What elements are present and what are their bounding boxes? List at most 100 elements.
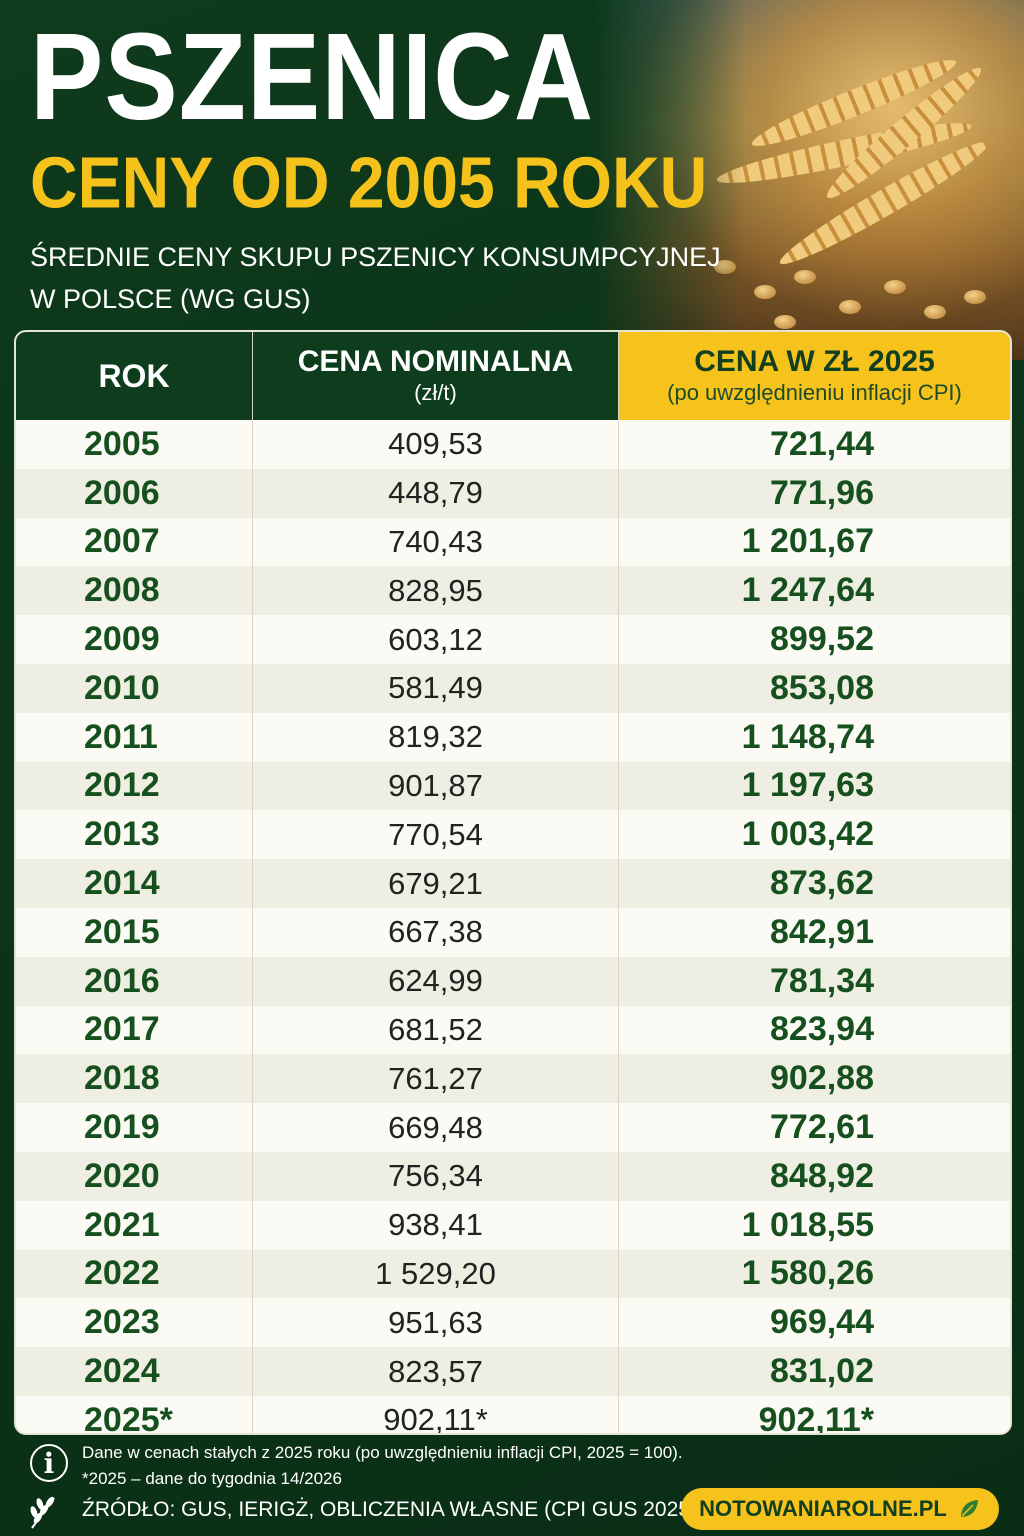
column-header-real-note: (po uwzględnieniu inflacji CPI) (667, 380, 962, 405)
nominal-price-cell: 819,32 (388, 719, 483, 755)
real-price-cell: 831,02 (770, 1352, 874, 1391)
year-cell: 2015 (84, 912, 160, 951)
year-cell: 2005 (84, 424, 160, 463)
table-row: 2020 756,34 848,92 (16, 1151, 1010, 1201)
column-divider (252, 332, 253, 1433)
year-cell: 2019 (84, 1108, 160, 1147)
wheat-photo (594, 0, 1024, 360)
year-cell: 2012 (84, 766, 160, 805)
nominal-price-cell: 951,63 (388, 1304, 483, 1340)
table-row: 2014 679,21 873,62 (16, 859, 1010, 908)
real-price-cell: 721,44 (770, 424, 874, 463)
real-price-cell: 1 580,26 (741, 1254, 874, 1293)
nominal-price-cell: 448,79 (388, 475, 483, 511)
column-header-nominal-unit: (zł/t) (414, 380, 457, 405)
footnote-line-1: Dane w cenach stałych z 2025 roku (po uw… (82, 1443, 683, 1462)
nominal-price-cell: 669,48 (388, 1109, 483, 1145)
table-row: 2016 624,99 781,34 (16, 956, 1010, 1006)
table-row: 2022 1 529,20 1 580,26 (16, 1249, 1010, 1299)
table-row: 2008 828,95 1 247,64 (16, 566, 1010, 616)
column-header-nominal-label: CENA NOMINALNA (297, 345, 574, 378)
real-price-cell: 1 197,63 (741, 766, 874, 805)
table-header: ROK CENA NOMINALNA (zł/t) CENA W ZŁ 2025… (16, 332, 1010, 420)
real-price-cell: 1 201,67 (741, 522, 874, 561)
description-line-2: W POLSCE (WG GUS) (30, 284, 311, 314)
table-row: 2018 761,27 902,88 (16, 1054, 1010, 1104)
real-price-cell: 1 003,42 (741, 815, 874, 854)
nominal-price-cell: 901,87 (388, 767, 483, 803)
table-row: 2007 740,43 1 201,67 (16, 517, 1010, 567)
real-price-cell: 853,08 (770, 668, 874, 707)
real-price-cell: 781,34 (770, 961, 874, 1000)
nominal-price-cell: 823,57 (388, 1353, 483, 1389)
footnote-line-2: *2025 – dane do tygodnia 14/2026 (82, 1469, 342, 1488)
year-cell: 2016 (84, 961, 160, 1000)
year-cell: 2011 (84, 717, 158, 756)
real-price-cell: 902,11* (758, 1400, 874, 1435)
footnote: Dane w cenach stałych z 2025 roku (po uw… (82, 1440, 683, 1492)
year-cell: 2009 (84, 620, 160, 659)
table-row: 2015 667,38 842,91 (16, 907, 1010, 957)
description: ŚREDNIE CENY SKUPU PSZENICY KONSUMPCYJNE… (30, 236, 721, 320)
nominal-price-cell: 679,21 (388, 865, 483, 901)
table-row: 2009 603,12 899,52 (16, 615, 1010, 664)
table-row: 2006 448,79 771,96 (16, 468, 1010, 518)
price-table: ROK CENA NOMINALNA (zł/t) CENA W ZŁ 2025… (14, 330, 1012, 1435)
nominal-price-cell: 681,52 (388, 1011, 483, 1047)
source-text: ŹRÓDŁO: GUS, IERIGŻ, OBLICZENIA WŁASNE (… (82, 1498, 697, 1521)
page-subtitle: CENY OD 2005 ROKU (30, 141, 708, 223)
nominal-price-cell: 770,54 (388, 816, 483, 852)
nominal-price-cell: 828,95 (388, 572, 483, 608)
real-price-cell: 873,62 (770, 864, 874, 903)
column-header-nominal: CENA NOMINALNA (zł/t) (253, 332, 618, 420)
column-header-year: ROK (16, 332, 252, 420)
table-row: 2021 938,41 1 018,55 (16, 1200, 1010, 1250)
page-title: PSZENICA (30, 8, 595, 146)
nominal-price-cell: 938,41 (388, 1207, 483, 1243)
real-price-cell: 902,88 (770, 1059, 874, 1098)
nominal-price-cell: 902,11* (383, 1402, 488, 1435)
website-badge[interactable]: NOTOWANIAROLNE.PL (681, 1488, 999, 1530)
table-row: 2017 681,52 823,94 (16, 1005, 1010, 1055)
year-cell: 2017 (84, 1010, 160, 1049)
year-cell: 2010 (84, 668, 160, 707)
real-price-cell: 1 247,64 (741, 571, 874, 610)
real-price-cell: 848,92 (770, 1156, 874, 1195)
wheat-icon (30, 1496, 55, 1529)
nominal-price-cell: 667,38 (388, 914, 483, 950)
year-cell: 2024 (84, 1352, 160, 1391)
real-price-cell: 969,44 (770, 1303, 874, 1342)
table-row: 2025* 902,11* 902,11* (16, 1395, 1010, 1435)
year-cell: 2022 (84, 1254, 160, 1293)
nominal-price-cell: 1 529,20 (375, 1255, 496, 1291)
table-row: 2019 669,48 772,61 (16, 1103, 1010, 1152)
table-row: 2012 901,87 1 197,63 (16, 761, 1010, 811)
year-cell: 2008 (84, 571, 160, 610)
year-cell: 2020 (84, 1156, 160, 1195)
real-price-cell: 1 148,74 (741, 717, 874, 756)
table-row: 2011 819,32 1 148,74 (16, 712, 1010, 762)
nominal-price-cell: 740,43 (388, 523, 483, 559)
table-row: 2024 823,57 831,02 (16, 1347, 1010, 1396)
column-header-real: CENA W ZŁ 2025 (po uwzględnieniu inflacj… (619, 332, 1010, 420)
year-cell: 2018 (84, 1059, 160, 1098)
info-icon: i (30, 1444, 68, 1482)
nominal-price-cell: 761,27 (388, 1060, 483, 1096)
year-cell: 2021 (84, 1205, 160, 1244)
website-link[interactable]: NOTOWANIAROLNE.PL (699, 1496, 947, 1521)
description-line-1: ŚREDNIE CENY SKUPU PSZENICY KONSUMPCYJNE… (30, 242, 721, 272)
column-header-year-label: ROK (98, 357, 170, 394)
year-cell: 2013 (84, 815, 160, 854)
nominal-price-cell: 603,12 (388, 621, 483, 657)
real-price-cell: 1 018,55 (741, 1205, 874, 1244)
table-row: 2023 951,63 969,44 (16, 1298, 1010, 1348)
nominal-price-cell: 581,49 (388, 670, 483, 706)
table-body: 2005 409,53 721,44 2006 448,79 771,96 2007 740,… (16, 420, 1010, 1435)
year-cell: 2006 (84, 473, 160, 512)
column-divider (618, 332, 619, 1433)
nominal-price-cell: 409,53 (388, 426, 483, 462)
table-row: 2013 770,54 1 003,42 (16, 810, 1010, 860)
table-row: 2010 581,49 853,08 (16, 663, 1010, 713)
year-cell: 2007 (84, 522, 160, 561)
year-cell: 2014 (84, 864, 160, 903)
